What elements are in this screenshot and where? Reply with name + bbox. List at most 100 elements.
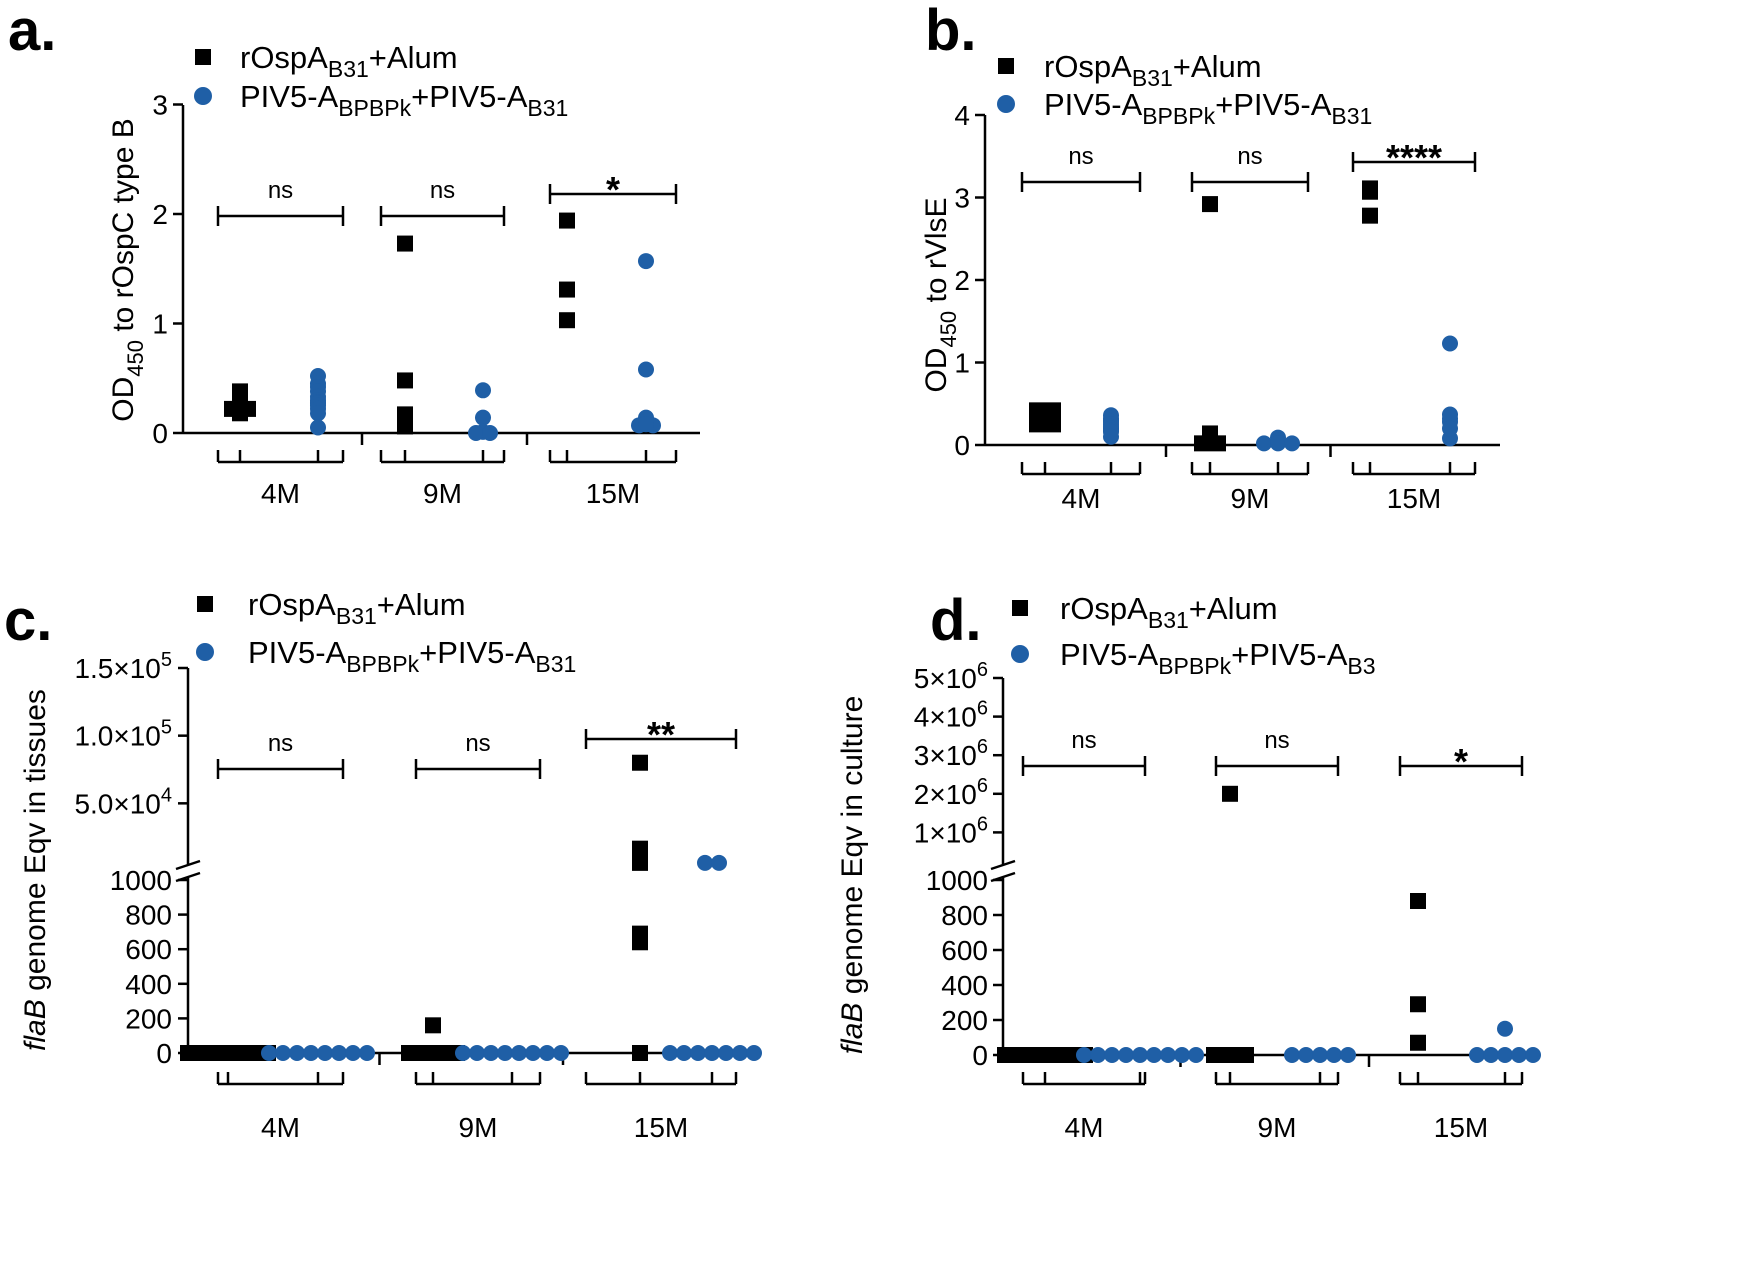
y-tick-label: 600 xyxy=(125,934,172,965)
y-axis-label: OD450 to rVlsE xyxy=(920,197,961,392)
point-rospa-alum xyxy=(180,1045,196,1061)
point-piv5 xyxy=(1132,1047,1148,1063)
point-piv5 xyxy=(1188,1047,1204,1063)
point-piv5 xyxy=(455,1045,471,1061)
point-rospa-alum xyxy=(632,934,648,951)
panel-c: c. rOspAB31+Alum PIV5-ABPBPk+PIV5-AB31 fl… xyxy=(4,587,762,1143)
point-piv5 xyxy=(1118,1047,1134,1063)
group-9M: ns 9M xyxy=(1190,143,1310,514)
point-piv5 xyxy=(525,1045,541,1061)
point-piv5 xyxy=(690,1045,706,1061)
point-rospa-alum xyxy=(1410,996,1426,1013)
point-piv5 xyxy=(676,1045,692,1061)
y-tick-label: 1.5×105 xyxy=(74,649,172,684)
significance-label: * xyxy=(606,169,620,210)
group-9M: ns 9M xyxy=(401,730,569,1143)
group-label: 4M xyxy=(261,478,300,509)
point-piv5 xyxy=(310,419,326,436)
significance-label: ns xyxy=(268,177,293,204)
point-rospa-alum xyxy=(232,383,248,400)
point-rospa-alum xyxy=(425,1017,441,1034)
significance-label: ns xyxy=(430,177,455,204)
group-4M: ns 4M xyxy=(180,730,375,1143)
significance-label: ns xyxy=(465,730,490,757)
point-piv5 xyxy=(732,1045,748,1061)
y-tick-label: 3 xyxy=(152,90,168,121)
point-piv5 xyxy=(275,1045,291,1061)
point-piv5 xyxy=(697,854,713,871)
y-axis-title: flaB genome Eqv in tissues xyxy=(19,689,52,1051)
point-piv5 xyxy=(638,361,654,378)
y-axis-ticks: 0 1 2 3 4 xyxy=(954,100,985,461)
legend-marker-circle xyxy=(194,87,212,105)
y-axis-label: flaB genome Eqv in tissues xyxy=(19,689,52,1051)
point-rospa-alum xyxy=(1410,893,1426,909)
significance-label: * xyxy=(1454,741,1468,782)
y-tick-label: 5×106 xyxy=(914,659,988,694)
point-rospa-alum xyxy=(240,400,256,417)
y-tick-label: 1 xyxy=(954,348,970,379)
y-tick-label: 3 xyxy=(954,183,970,214)
y-axis-title: OD450 to rOspC type B xyxy=(107,118,148,421)
point-rospa-alum xyxy=(244,1045,260,1061)
y-tick-label: 4 xyxy=(954,100,970,131)
significance-label: ns xyxy=(1071,727,1096,754)
y-tick-label: 1000 xyxy=(926,865,988,896)
point-piv5 xyxy=(289,1045,305,1061)
point-piv5 xyxy=(511,1045,527,1061)
panel-label-b: b. xyxy=(925,0,977,63)
point-piv5 xyxy=(1442,406,1458,423)
legend-marker-square xyxy=(197,596,213,612)
group-9M: ns 9M xyxy=(1206,727,1356,1143)
legend-label: PIV5-ABPBPk+PIV5-AB3 xyxy=(1060,637,1376,679)
point-rospa-alum xyxy=(397,235,413,252)
point-piv5 xyxy=(638,253,654,270)
point-rospa-alum xyxy=(1362,207,1378,224)
point-piv5 xyxy=(746,1045,762,1061)
point-piv5 xyxy=(638,416,654,433)
point-rospa-alum xyxy=(397,372,413,389)
point-piv5 xyxy=(303,1045,319,1061)
legend-label: rOspAB31+Alum xyxy=(240,40,458,82)
point-piv5 xyxy=(469,1045,485,1061)
y-tick-label: 600 xyxy=(941,935,988,966)
y-tick-label: 4×106 xyxy=(914,698,988,733)
y-tick-label: 400 xyxy=(941,970,988,1001)
point-piv5 xyxy=(1256,435,1272,452)
point-piv5 xyxy=(1340,1047,1356,1063)
group-4M: ns 4M xyxy=(997,727,1204,1143)
y-axis-title: flaB genome Eqv in culture xyxy=(836,696,869,1055)
point-rospa-alum xyxy=(212,1045,228,1061)
point-piv5 xyxy=(1525,1047,1541,1063)
y-tick-label: 200 xyxy=(125,1003,172,1034)
group-label: 9M xyxy=(459,1112,498,1143)
legend-marker-circle xyxy=(196,643,214,661)
point-piv5 xyxy=(1326,1047,1342,1063)
point-rospa-alum xyxy=(1029,1047,1045,1063)
y-tick-label: 2×106 xyxy=(914,775,988,810)
point-piv5 xyxy=(475,382,491,399)
y-tick-label: 0 xyxy=(972,1040,988,1071)
groups: ns 4M ns 9M * 15M xyxy=(997,727,1541,1143)
group-label: 4M xyxy=(1065,1112,1104,1143)
point-piv5 xyxy=(1076,1047,1092,1063)
significance-label: ns xyxy=(1264,727,1289,754)
legend-label: PIV5-ABPBPk+PIV5-AB31 xyxy=(1044,87,1372,129)
point-piv5 xyxy=(468,425,484,441)
significance-label: ns xyxy=(268,730,293,757)
y-tick-label: 5.0×104 xyxy=(74,784,172,819)
group-15M: * 15M xyxy=(1398,741,1541,1143)
point-rospa-alum xyxy=(1222,1047,1238,1063)
group-label: 9M xyxy=(1231,483,1270,514)
legend-marker-circle xyxy=(1011,645,1029,663)
legend-marker-circle xyxy=(997,95,1015,113)
group-15M: **** 15M xyxy=(1351,137,1477,514)
point-piv5 xyxy=(553,1045,569,1061)
y-tick-label: 200 xyxy=(941,1005,988,1036)
group-label: 15M xyxy=(634,1112,688,1143)
point-piv5 xyxy=(310,405,326,422)
point-rospa-alum xyxy=(1045,402,1061,419)
point-piv5 xyxy=(1104,1047,1120,1063)
